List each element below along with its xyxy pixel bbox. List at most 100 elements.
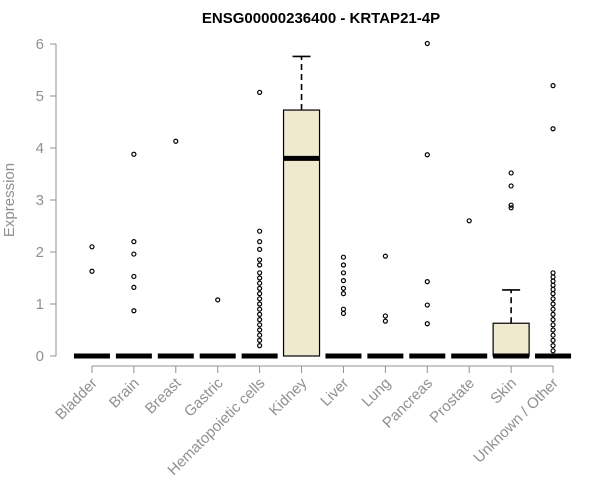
x-tick-label: Prostate	[427, 375, 479, 427]
outlier-point	[257, 296, 263, 302]
outlier-point	[508, 202, 514, 208]
outlier-point	[550, 270, 556, 276]
outlier-point	[131, 284, 137, 290]
outlier-point	[257, 301, 263, 307]
outlier-point	[508, 205, 514, 211]
outlier-point	[257, 246, 263, 252]
x-tick-label: Bladder	[52, 375, 101, 424]
y-tick-label: 4	[36, 140, 44, 157]
outlier-point	[550, 332, 556, 338]
outlier-point	[550, 274, 556, 280]
outlier-point	[424, 279, 430, 285]
outlier-point	[257, 337, 263, 343]
outlier-point	[131, 151, 137, 157]
box-rect	[492, 322, 530, 357]
outlier-point	[131, 239, 137, 245]
box-lung	[367, 253, 404, 359]
outlier-point	[340, 310, 347, 316]
y-tick-label: 6	[36, 36, 44, 53]
outlier-point	[131, 251, 137, 257]
outlier-point	[257, 262, 263, 268]
outlier-point	[257, 270, 263, 276]
outlier-point	[340, 285, 347, 291]
outlier-point	[466, 218, 472, 224]
x-tick-label: Skin	[487, 375, 520, 408]
box-breast	[157, 138, 194, 359]
x-tick-label: Liver	[317, 375, 352, 410]
outlier-point	[424, 40, 430, 47]
box-skin	[492, 170, 530, 359]
chart-title: ENSG00000236400 - KRTAP21-4P	[202, 10, 440, 27]
box-kidney	[282, 55, 321, 357]
outlier-point	[340, 291, 347, 297]
y-tick-label: 2	[36, 244, 44, 261]
box-bladder	[73, 244, 110, 359]
outlier-point	[257, 280, 263, 286]
outlier-point	[257, 322, 263, 328]
outlier-point	[257, 275, 263, 281]
outlier-point	[550, 286, 556, 293]
x-tick-label: Lung	[359, 375, 395, 411]
outlier-point	[257, 317, 263, 323]
box-brain	[115, 151, 152, 359]
x-tick-label: Brain	[106, 375, 143, 412]
outlier-point	[550, 82, 556, 89]
outlier-point	[550, 282, 556, 288]
outlier-point	[257, 89, 263, 95]
box-group	[73, 40, 572, 359]
outlier-point	[550, 343, 556, 349]
outlier-point	[257, 311, 263, 317]
outlier-point	[340, 270, 347, 276]
x-tick-label: Breast	[142, 374, 185, 417]
outlier-point	[215, 297, 221, 303]
outlier-point	[424, 302, 430, 308]
box-prostate	[451, 218, 488, 359]
box-rect	[282, 109, 321, 357]
outlier-point	[550, 337, 556, 343]
outlier-point	[257, 239, 263, 245]
outlier-point	[257, 327, 263, 333]
outlier-point	[257, 285, 263, 291]
outlier-point	[131, 308, 137, 314]
box-gastric	[199, 297, 236, 359]
y-tick-label: 3	[36, 192, 44, 209]
outlier-point	[550, 348, 556, 354]
outlier-point	[340, 254, 347, 260]
outlier-point	[257, 257, 263, 263]
outlier-point	[550, 327, 556, 333]
outlier-point	[340, 262, 347, 268]
outlier-point	[550, 296, 556, 302]
box-hematopoietic-cells	[241, 89, 278, 359]
outlier-point	[550, 306, 556, 312]
outlier-point	[257, 291, 263, 297]
y-tick-label: 0	[36, 348, 44, 365]
outlier-point	[550, 301, 556, 307]
outlier-point	[424, 152, 430, 158]
outlier-point	[382, 318, 388, 324]
box-pancreas	[409, 40, 446, 359]
y-tick-label: 5	[36, 88, 44, 105]
outlier-point	[257, 343, 263, 349]
outlier-point	[257, 306, 263, 312]
outlier-point	[131, 273, 137, 280]
box-unknown-other	[535, 82, 572, 359]
outlier-point	[508, 170, 514, 176]
y-axis-label: Expression	[1, 163, 18, 237]
outlier-point	[89, 268, 95, 274]
x-tick-label: Kidney	[266, 374, 311, 419]
outlier-point	[550, 322, 556, 328]
outlier-point	[508, 183, 514, 189]
outlier-point	[550, 317, 556, 323]
outlier-point	[257, 332, 263, 338]
outlier-point	[550, 278, 556, 284]
outlier-point	[550, 311, 556, 317]
outlier-point	[550, 291, 556, 297]
outlier-point	[382, 313, 388, 319]
outlier-point	[257, 228, 263, 234]
outlier-point	[89, 244, 95, 250]
outlier-point	[550, 126, 556, 132]
y-axis: 0 1 2 3 4 5 6	[36, 36, 57, 365]
outlier-point	[340, 306, 347, 312]
